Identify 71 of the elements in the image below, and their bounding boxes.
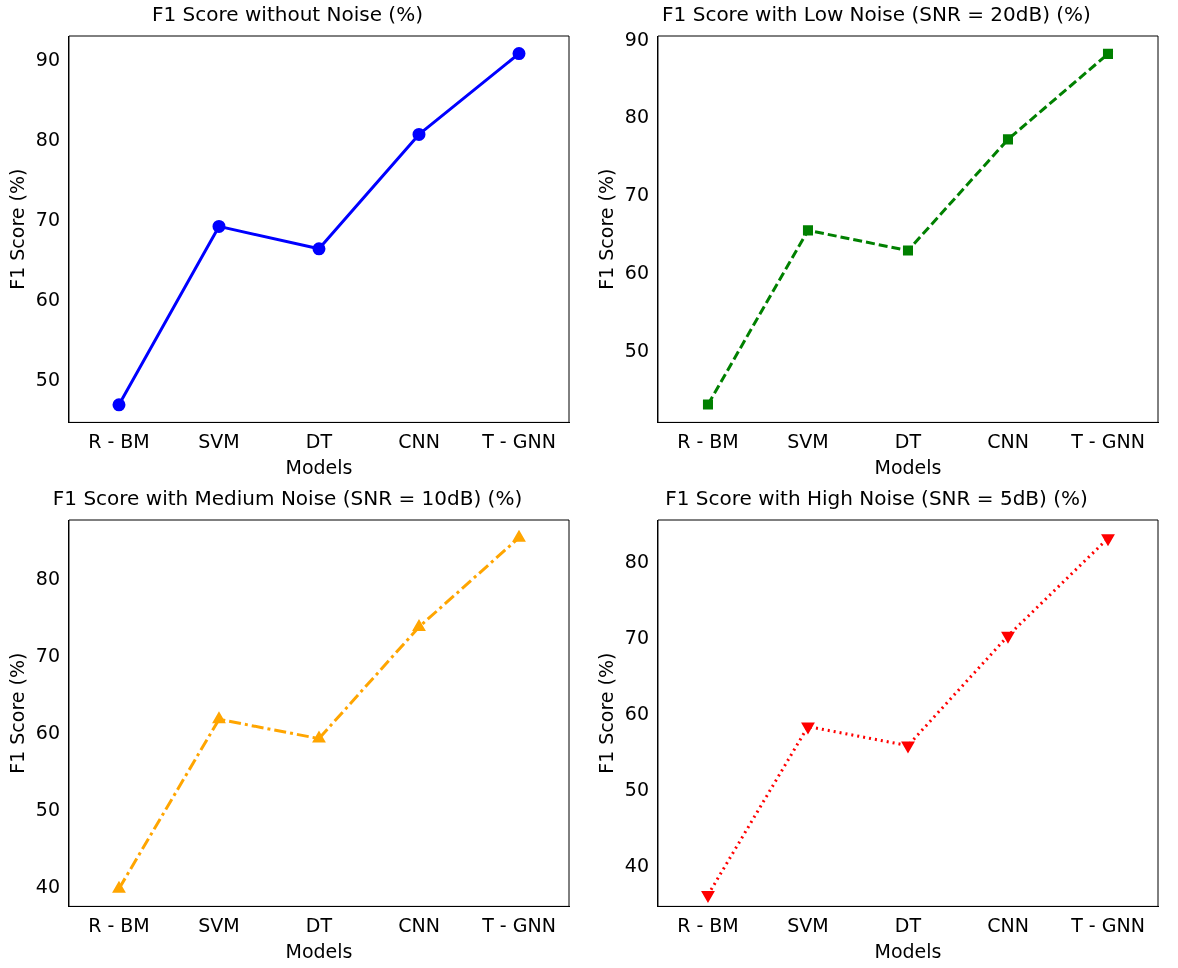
y-tick-label: 60 [35,720,60,743]
y-tick-label: 80 [624,105,649,128]
x-tick-label: DT [305,913,333,936]
x-tick-label: SVM [198,913,240,936]
y-tick-label: 50 [35,797,60,820]
chart-title: F1 Score with Medium Noise (SNR = 10dB) (%) [52,486,523,511]
point [902,245,914,256]
point [1002,631,1014,643]
point [413,620,425,631]
y-tick-label: 90 [35,47,60,70]
x-axis-title: Models [285,939,353,962]
chart-title: F1 Score without Noise (%) [152,2,423,27]
x-tick-label: R - BM [677,913,739,936]
point [112,398,126,412]
point [513,531,525,542]
point [412,127,426,141]
point [902,741,914,753]
y-tick-label: 50 [624,778,649,801]
x-tick-label: DT [894,429,922,452]
x-tick-label: CNN [987,913,1029,936]
point [1102,534,1114,545]
y-axis-title: F1 Score (%) [6,652,29,774]
x-tick-label: DT [894,913,922,936]
y-tick-label: 70 [35,643,60,666]
y-tick-label: 40 [35,874,60,897]
x-tick-label: R - BM [88,913,150,936]
x-tick-label: DT [305,429,333,452]
y-axis-title: F1 Score (%) [6,168,29,290]
y-tick-label: 50 [624,338,649,361]
y-tick-label: 70 [624,625,649,648]
y-tick-label: 60 [624,702,649,725]
y-tick-label: 70 [35,207,60,230]
x-tick-label: T - GNN [1070,913,1145,936]
x-axis-title: Models [874,455,942,478]
y-axis-title: F1 Score (%) [595,168,618,290]
x-tick-label: SVM [198,429,240,452]
x-tick-label: SVM [787,913,829,936]
x-tick-label: CNN [398,429,440,452]
point [802,722,814,734]
y-tick-label: 70 [624,183,649,206]
x-tick-label: R - BM [677,429,739,452]
chart-title: F1 Score with Low Noise (SNR = 20dB) (%) [662,2,1091,27]
x-tick-label: T - GNN [481,429,556,452]
point [312,242,326,256]
point [1002,134,1014,145]
point [1102,48,1114,59]
x-tick-label: T - GNN [481,913,556,936]
y-tick-label: 90 [624,27,649,50]
y-tick-label: 80 [624,549,649,572]
point [113,882,125,893]
y-tick-label: 80 [35,566,60,589]
y-tick-label: 60 [624,260,649,283]
point [802,225,814,236]
x-axis-title: Models [285,455,353,478]
y-axis-title: F1 Score (%) [595,652,618,774]
point [512,47,526,61]
x-tick-label: R - BM [88,429,150,452]
point [702,890,714,902]
y-tick-label: 80 [35,127,60,150]
y-tick-label: 40 [624,854,649,877]
x-tick-label: CNN [398,913,440,936]
y-tick-label: 50 [35,367,60,390]
y-tick-label: 60 [35,287,60,310]
x-tick-label: T - GNN [1070,429,1145,452]
x-tick-label: SVM [787,429,829,452]
x-axis-title: Models [874,939,942,962]
point [702,399,714,410]
point [212,219,226,233]
x-tick-label: CNN [987,429,1029,452]
chart-title: F1 Score with High Noise (SNR = 5dB) (%) [665,486,1088,511]
point [213,712,225,724]
